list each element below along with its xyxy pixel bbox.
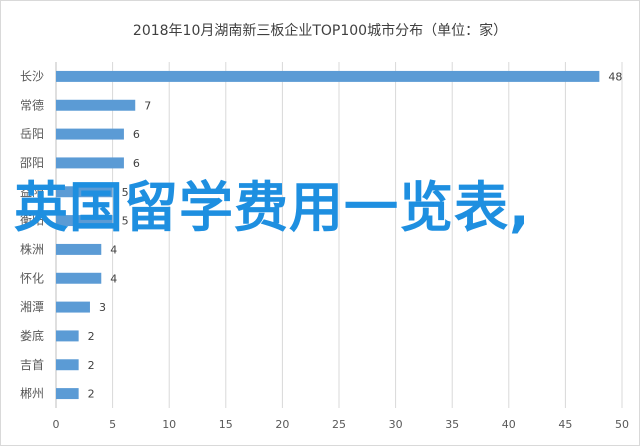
x-tick-label: 0 (53, 418, 60, 431)
x-tick-label: 35 (445, 418, 459, 431)
grid-lines (55, 62, 623, 408)
data-label: 6 (133, 128, 140, 141)
bar (56, 388, 79, 400)
data-label: 2 (88, 388, 95, 401)
x-tick-label: 30 (389, 418, 403, 431)
x-tick-label: 20 (275, 418, 289, 431)
x-tick-label: 10 (162, 418, 176, 431)
category-label: 郴州 (20, 387, 44, 401)
bar (56, 330, 79, 342)
bar (56, 301, 90, 313)
bar (56, 128, 124, 140)
bar (56, 70, 600, 82)
x-tick-label: 40 (502, 418, 516, 431)
data-label: 7 (144, 99, 151, 112)
bar (56, 157, 124, 169)
bar (56, 215, 113, 227)
bar (56, 186, 113, 198)
bar (56, 359, 79, 371)
x-tick-label: 50 (615, 418, 629, 431)
bars (56, 70, 600, 400)
category-label: 益阳 (20, 185, 44, 199)
x-tick-labels: 0 5 10 15 20 25 30 35 40 45 50 (53, 418, 630, 431)
bar (56, 272, 102, 284)
data-label: 5 (122, 215, 129, 228)
category-label: 常德 (20, 97, 44, 112)
data-label: 4 (110, 272, 117, 285)
x-tick-label: 45 (558, 418, 572, 431)
category-label: 怀化 (20, 271, 44, 285)
data-label: 5 (122, 186, 129, 199)
category-label: 娄底 (20, 328, 44, 343)
bar (56, 243, 102, 255)
data-label: 48 (608, 70, 622, 83)
category-label: 长沙 (20, 69, 44, 83)
chart-title: 2018年10月湖南新三板企业TOP100城市分布（单位：家） (132, 23, 508, 39)
x-tick-label: 5 (109, 418, 116, 431)
overlay-headline: 英国留学费用一览表, (14, 176, 531, 239)
category-label: 吉首 (20, 358, 44, 372)
category-label: 衡阳 (20, 214, 44, 228)
data-labels: 48 7 6 6 5 5 4 4 3 2 2 2 (88, 70, 623, 400)
data-label: 4 (110, 243, 117, 256)
x-tick-label: 15 (219, 418, 233, 431)
data-label: 2 (88, 359, 95, 372)
data-label: 3 (99, 301, 106, 314)
category-label: 湘潭 (20, 299, 44, 314)
category-label: 株洲 (20, 241, 44, 256)
bar (56, 99, 136, 111)
x-tick-label: 25 (332, 418, 346, 431)
data-label: 6 (133, 157, 140, 170)
category-label: 岳阳 (20, 127, 44, 141)
category-label: 邵阳 (20, 156, 44, 170)
data-label: 2 (88, 330, 95, 343)
